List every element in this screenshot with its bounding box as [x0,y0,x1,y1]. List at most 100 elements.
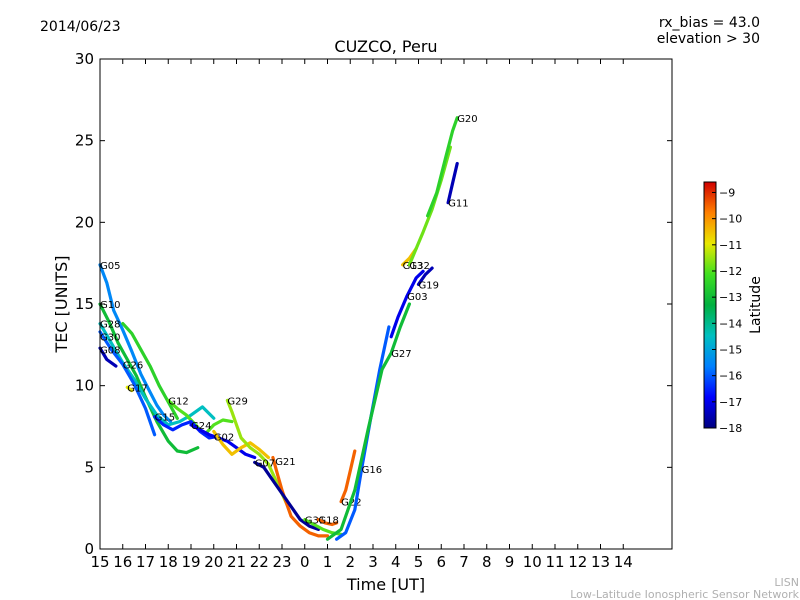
series-label-g10: G10 [100,300,120,311]
x-tick-label: 7 [459,553,469,571]
series-label-g26: G26 [123,360,143,371]
y-tick-label: 5 [84,458,94,476]
rx-bias-label: rx_bias = 43.0 [659,15,760,31]
series-label-g21: G21 [275,457,295,468]
elevation-label: elevation > 30 [657,31,760,47]
y-tick-label: 0 [84,540,94,558]
x-tick-label: 13 [591,553,610,571]
x-tick-label: 2 [345,553,355,571]
series-line-g11 [446,161,459,205]
chart-title: CUZCO, Peru [334,37,437,56]
series-line-g03 [389,269,425,339]
series-line-g07 [253,460,320,532]
series-line-g18 [316,517,339,527]
series-line-g28 [98,322,216,427]
series-label-g32: G32 [409,261,429,272]
y-tick-label: 10 [75,377,94,395]
date-label: 2014/06/23 [40,19,121,35]
x-tick-label: 14 [614,553,633,571]
plot-frame [99,58,673,550]
x-tick-label: 23 [272,553,291,571]
series-label-g08: G08 [100,346,120,357]
series-line-g02 [212,429,270,460]
y-axis: 0 5 10 15 20 25 30 [75,50,672,558]
colorbar-tick-label: −13 [719,291,742,304]
series-label-g11: G11 [448,199,468,210]
x-tick-label: 8 [482,553,492,571]
series-line-g27 [325,302,411,541]
footer-network: Low-Latitude Ionospheric Sensor Network [570,588,799,600]
colorbar-tick-label: −12 [719,265,742,278]
series-line-g30 [98,330,157,437]
series-line-g20 [426,116,459,218]
series-line-g19 [416,266,434,286]
y-tick-label: 20 [75,213,94,231]
x-tick-label: 17 [136,553,155,571]
x-tick-label: 1 [323,553,333,571]
series-label-g13: G13 [403,261,423,272]
colorbar-tick-label: −18 [719,422,742,435]
series-label-g16: G16 [362,465,382,476]
footer-lisn: LISN [774,576,799,589]
plot-area: G05G10G28G30G08G26G17G12G15G24G02G29G21G… [98,114,478,541]
series-line-g05 [98,263,173,424]
series-line-g22 [339,449,357,504]
x-tick-label: 15 [90,553,109,571]
series-label-g18: G18 [318,516,338,527]
series-label-g05: G05 [100,261,120,272]
series-line-g16 [335,325,391,541]
series-label-g27: G27 [391,349,411,360]
colorbar-tick-label: −14 [719,317,742,330]
series-label-g30: G30 [100,333,120,344]
x-tick-label: 4 [391,553,401,571]
x-tick-label: 22 [250,553,269,571]
colorbar-tick-label: −15 [719,343,742,356]
series-label-g24: G24 [191,421,211,432]
colorbar-tick-label: −16 [719,370,742,383]
x-tick-label: 9 [505,553,515,571]
series-label-g17: G17 [127,383,147,394]
series-label-g12: G12 [168,396,188,407]
x-tick-label: 12 [568,553,587,571]
y-tick-label: 30 [75,50,94,68]
x-tick-label: 0 [300,553,310,571]
x-tick-label: 21 [227,553,246,571]
colorbar-tick-label: −17 [719,396,742,409]
colorbar [703,181,717,429]
colorbar-label: Latitude [748,276,764,334]
series-label-g19: G19 [419,280,439,291]
y-tick-label: 25 [75,132,94,150]
x-axis-label: Time [UT] [346,575,425,594]
series-line-g29 [225,398,289,505]
series-label-g02: G02 [214,432,234,443]
colorbar-ticks: −9 −10 −11 −12 −13 −14 −15 −16 −17 −18 [712,186,742,435]
x-tick-label: 3 [368,553,378,571]
y-axis-label: TEC [UNITS] [52,256,71,354]
x-tick-label: 10 [523,553,542,571]
colorbar-tick-label: −11 [719,239,742,252]
colorbar-tick-label: −10 [719,213,742,226]
series-label-g31: G31 [305,516,325,527]
x-tick-label: 11 [545,553,564,571]
series-label-g20: G20 [457,114,477,125]
series-line-g08 [98,346,118,368]
y-tick-label: 15 [75,295,94,313]
series-label-g03: G03 [407,292,427,303]
x-tick-label: 20 [204,553,223,571]
x-tick-label: 19 [181,553,200,571]
series-label-g07: G07 [255,458,275,469]
series-line-g21 [271,455,330,538]
x-axis: 15 16 17 18 19 20 21 22 23 0 1 2 3 4 5 6 7 8 9 10 11 12 13 14 [90,59,633,571]
x-tick-label: 6 [436,553,446,571]
series-line-g17 [125,385,134,393]
series-label-g15: G15 [155,413,175,424]
x-tick-label: 5 [414,553,424,571]
series-label-g29: G29 [227,396,247,407]
series-label-g28: G28 [100,320,120,331]
colorbar-tick-label: −9 [719,186,735,199]
series-line-g15 [153,415,220,440]
series-line-g24 [189,423,257,460]
x-tick-label: 16 [113,553,132,571]
x-tick-label: 18 [159,553,178,571]
